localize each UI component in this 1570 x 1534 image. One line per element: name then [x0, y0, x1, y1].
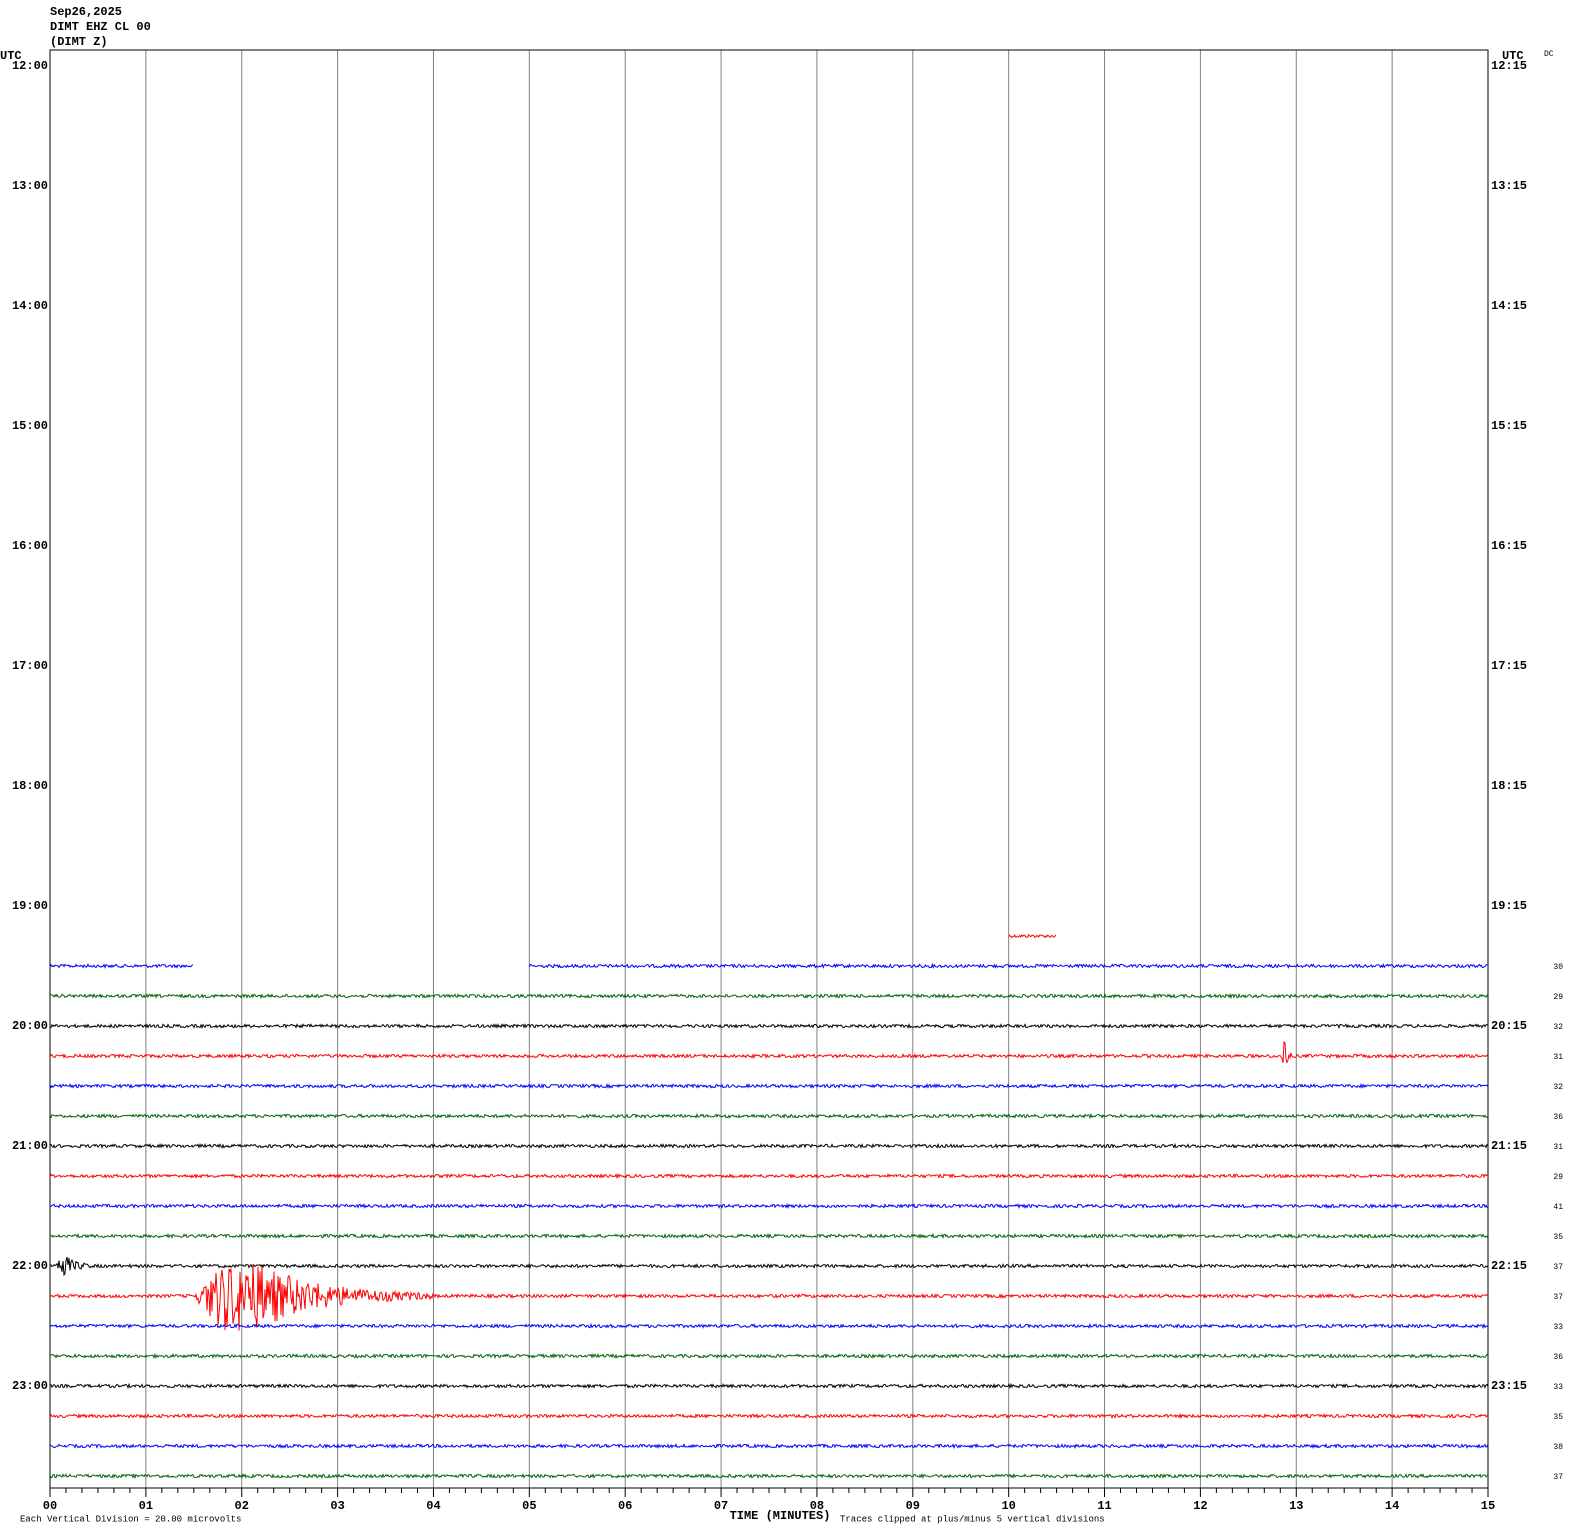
left-hour-label: 22:00 — [12, 1259, 48, 1273]
trace — [49, 1442, 1489, 1450]
x-axis-label: TIME (MINUTES) — [730, 1509, 831, 1523]
trace — [49, 1412, 1489, 1420]
x-tick-label: 06 — [618, 1499, 632, 1513]
right-hour-label: 14:15 — [1491, 299, 1527, 313]
x-tick-label: 08 — [810, 1499, 824, 1513]
right-hour-label: 23:15 — [1491, 1379, 1527, 1393]
x-tick-label: 09 — [906, 1499, 920, 1513]
trace — [49, 1232, 1489, 1240]
clip-note: Traces clipped at plus/minus 5 vertical … — [840, 1514, 1105, 1524]
right-hour-label: 16:15 — [1491, 539, 1527, 553]
trace-label: 33 — [1553, 1323, 1563, 1332]
trace-label: 36 — [1553, 1353, 1563, 1362]
trace-label: 29 — [1553, 1173, 1563, 1182]
trace-label: 31 — [1553, 1143, 1563, 1152]
left-hour-label: 23:00 — [12, 1379, 48, 1393]
x-tick-label: 11 — [1097, 1499, 1111, 1513]
trace — [49, 1352, 1489, 1359]
title-line: DIMT EHZ CL 00 — [50, 20, 151, 34]
trace-label: 35 — [1553, 1413, 1563, 1422]
trace — [49, 1256, 1489, 1277]
left-hour-label: 15:00 — [12, 419, 48, 433]
x-tick-label: 02 — [235, 1499, 249, 1513]
trace-label: 37 — [1553, 1473, 1563, 1482]
left-hour-label: 14:00 — [12, 299, 48, 313]
trace-label: 38 — [1553, 1443, 1563, 1452]
trace-label: 32 — [1553, 1023, 1563, 1032]
trace-label: 37 — [1553, 1263, 1563, 1272]
right-hour-label: 15:15 — [1491, 419, 1527, 433]
x-tick-label: 15 — [1481, 1499, 1495, 1513]
left-hour-label: 21:00 — [12, 1139, 48, 1153]
trace — [49, 1112, 1489, 1120]
x-tick-label: 13 — [1289, 1499, 1303, 1513]
trace — [49, 1322, 1489, 1330]
title-line: Sep26,2025 — [50, 5, 122, 19]
scale-note: Each Vertical Division = 20.00 microvolt… — [20, 1514, 241, 1524]
right-hour-label: 21:15 — [1491, 1139, 1527, 1153]
x-tick-label: 14 — [1385, 1499, 1399, 1513]
left-hour-label: 18:00 — [12, 779, 48, 793]
trace — [49, 992, 1489, 1000]
trace — [49, 963, 194, 969]
right-hour-label: 19:15 — [1491, 899, 1527, 913]
trace-label: 35 — [1553, 1233, 1563, 1242]
x-tick-label: 07 — [714, 1499, 728, 1513]
trace — [49, 1082, 1489, 1090]
left-hour-label: 13:00 — [12, 179, 48, 193]
right-hour-label: 20:15 — [1491, 1019, 1527, 1033]
trace-label: 29 — [1553, 993, 1563, 1002]
trace — [49, 1473, 1489, 1480]
right-hour-label: 13:15 — [1491, 179, 1527, 193]
left-axis-title: UTC — [0, 49, 22, 63]
trace — [1008, 933, 1057, 939]
trace — [49, 1202, 1488, 1210]
trace — [49, 1142, 1489, 1150]
x-tick-label: 03 — [330, 1499, 344, 1513]
trace-label: 33 — [1553, 1383, 1563, 1392]
left-hour-label: 16:00 — [12, 539, 48, 553]
right-hour-label: 12:15 — [1491, 59, 1527, 73]
left-hour-label: 17:00 — [12, 659, 48, 673]
plot-frame — [49, 49, 1489, 1489]
x-tick-label: 00 — [43, 1499, 57, 1513]
trace-label: 30 — [1553, 963, 1563, 972]
title-line: (DIMT Z) — [50, 35, 108, 49]
x-tick-label: 12 — [1193, 1499, 1207, 1513]
x-tick-label: 01 — [139, 1499, 153, 1513]
trace — [49, 1172, 1489, 1180]
trace-label: 41 — [1553, 1203, 1563, 1212]
trace — [528, 962, 1488, 970]
trace-label: 37 — [1553, 1293, 1563, 1302]
trace — [49, 1382, 1489, 1390]
right-hour-label: 17:15 — [1491, 659, 1527, 673]
left-hour-label: 20:00 — [12, 1019, 48, 1033]
trace — [49, 1264, 1489, 1331]
x-tick-label: 10 — [1001, 1499, 1015, 1513]
trace — [49, 1040, 1489, 1064]
x-tick-label: 04 — [426, 1499, 440, 1513]
right-hour-label: 18:15 — [1491, 779, 1527, 793]
right-hour-label: 22:15 — [1491, 1259, 1527, 1273]
corner-label: DC — [1544, 50, 1554, 59]
trace-label: 31 — [1553, 1053, 1563, 1062]
trace — [49, 1023, 1489, 1030]
left-hour-label: 19:00 — [12, 899, 48, 913]
trace-label: 36 — [1553, 1113, 1563, 1122]
left-hour-label: 12:00 — [12, 59, 48, 73]
trace-label: 32 — [1553, 1083, 1563, 1092]
x-tick-label: 05 — [522, 1499, 536, 1513]
right-axis-title: UTC — [1502, 49, 1524, 63]
